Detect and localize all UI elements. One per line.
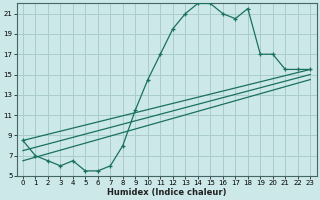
X-axis label: Humidex (Indice chaleur): Humidex (Indice chaleur)	[107, 188, 226, 197]
